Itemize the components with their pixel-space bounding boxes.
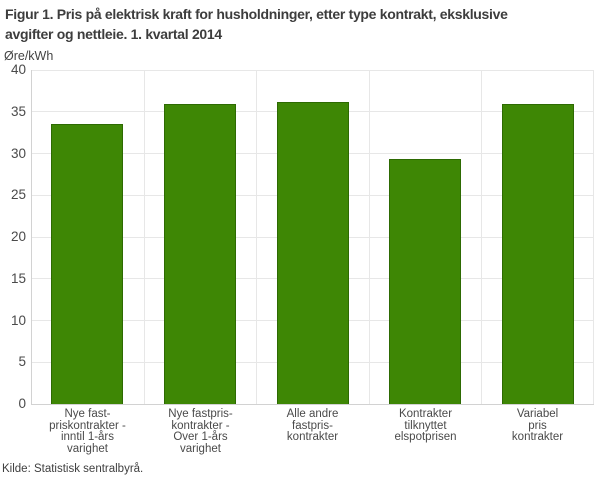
y-tick-label: 0 [18, 396, 26, 411]
category-separator-line [481, 70, 482, 404]
bar-1 [51, 124, 123, 404]
category-separator-line [369, 70, 370, 404]
bar-3 [277, 102, 349, 404]
figure-title-line-1: Figur 1. Pris på elektrisk kraft for hus… [5, 6, 508, 22]
bar-2 [164, 104, 236, 404]
x-category-label: Nye fastpris- kontrakter - Over 1-års va… [168, 408, 233, 455]
bar-4 [389, 159, 461, 404]
y-tick-label: 10 [10, 312, 26, 328]
plot-area: 0 5 10 15 20 25 30 35 40 Nye fast- priskontrakter… [11, 62, 594, 454]
y-tick-label: 5 [18, 354, 26, 370]
y-tick-label: 25 [10, 187, 26, 203]
x-axis-line [31, 404, 594, 405]
y-tick-label: 20 [10, 229, 26, 244]
category-separator-line [256, 70, 257, 404]
category-separator-line [593, 70, 594, 404]
y-tick-label: 30 [10, 145, 26, 161]
x-category-label: Nye fast- priskontrakter - inntil 1-års … [49, 408, 126, 455]
source-note: Kilde: Statistisk sentralbyrå. [2, 463, 144, 475]
y-tick-label: 40 [10, 62, 26, 77]
y-tick-label: 35 [10, 103, 26, 119]
bar-5 [502, 104, 574, 404]
y-axis-unit-label: Øre/kWh [4, 49, 54, 63]
x-category-label: Alle andre fastpris- kontrakter [286, 408, 339, 443]
x-category-label: Kontrakter tilknyttet elspotprisen [394, 408, 457, 443]
y-gridline [31, 69, 594, 71]
figure-title-line-2: avgifter og nettleie. 1. kvartal 2014 [5, 26, 222, 42]
category-separator-line [144, 70, 145, 404]
y-tick-label: 15 [10, 270, 26, 286]
x-category-label: Variabel pris kontrakter [511, 408, 564, 443]
figure-title: Figur 1. Pris på elektrisk kraft for hus… [5, 4, 508, 44]
y-axis-line [31, 70, 32, 404]
